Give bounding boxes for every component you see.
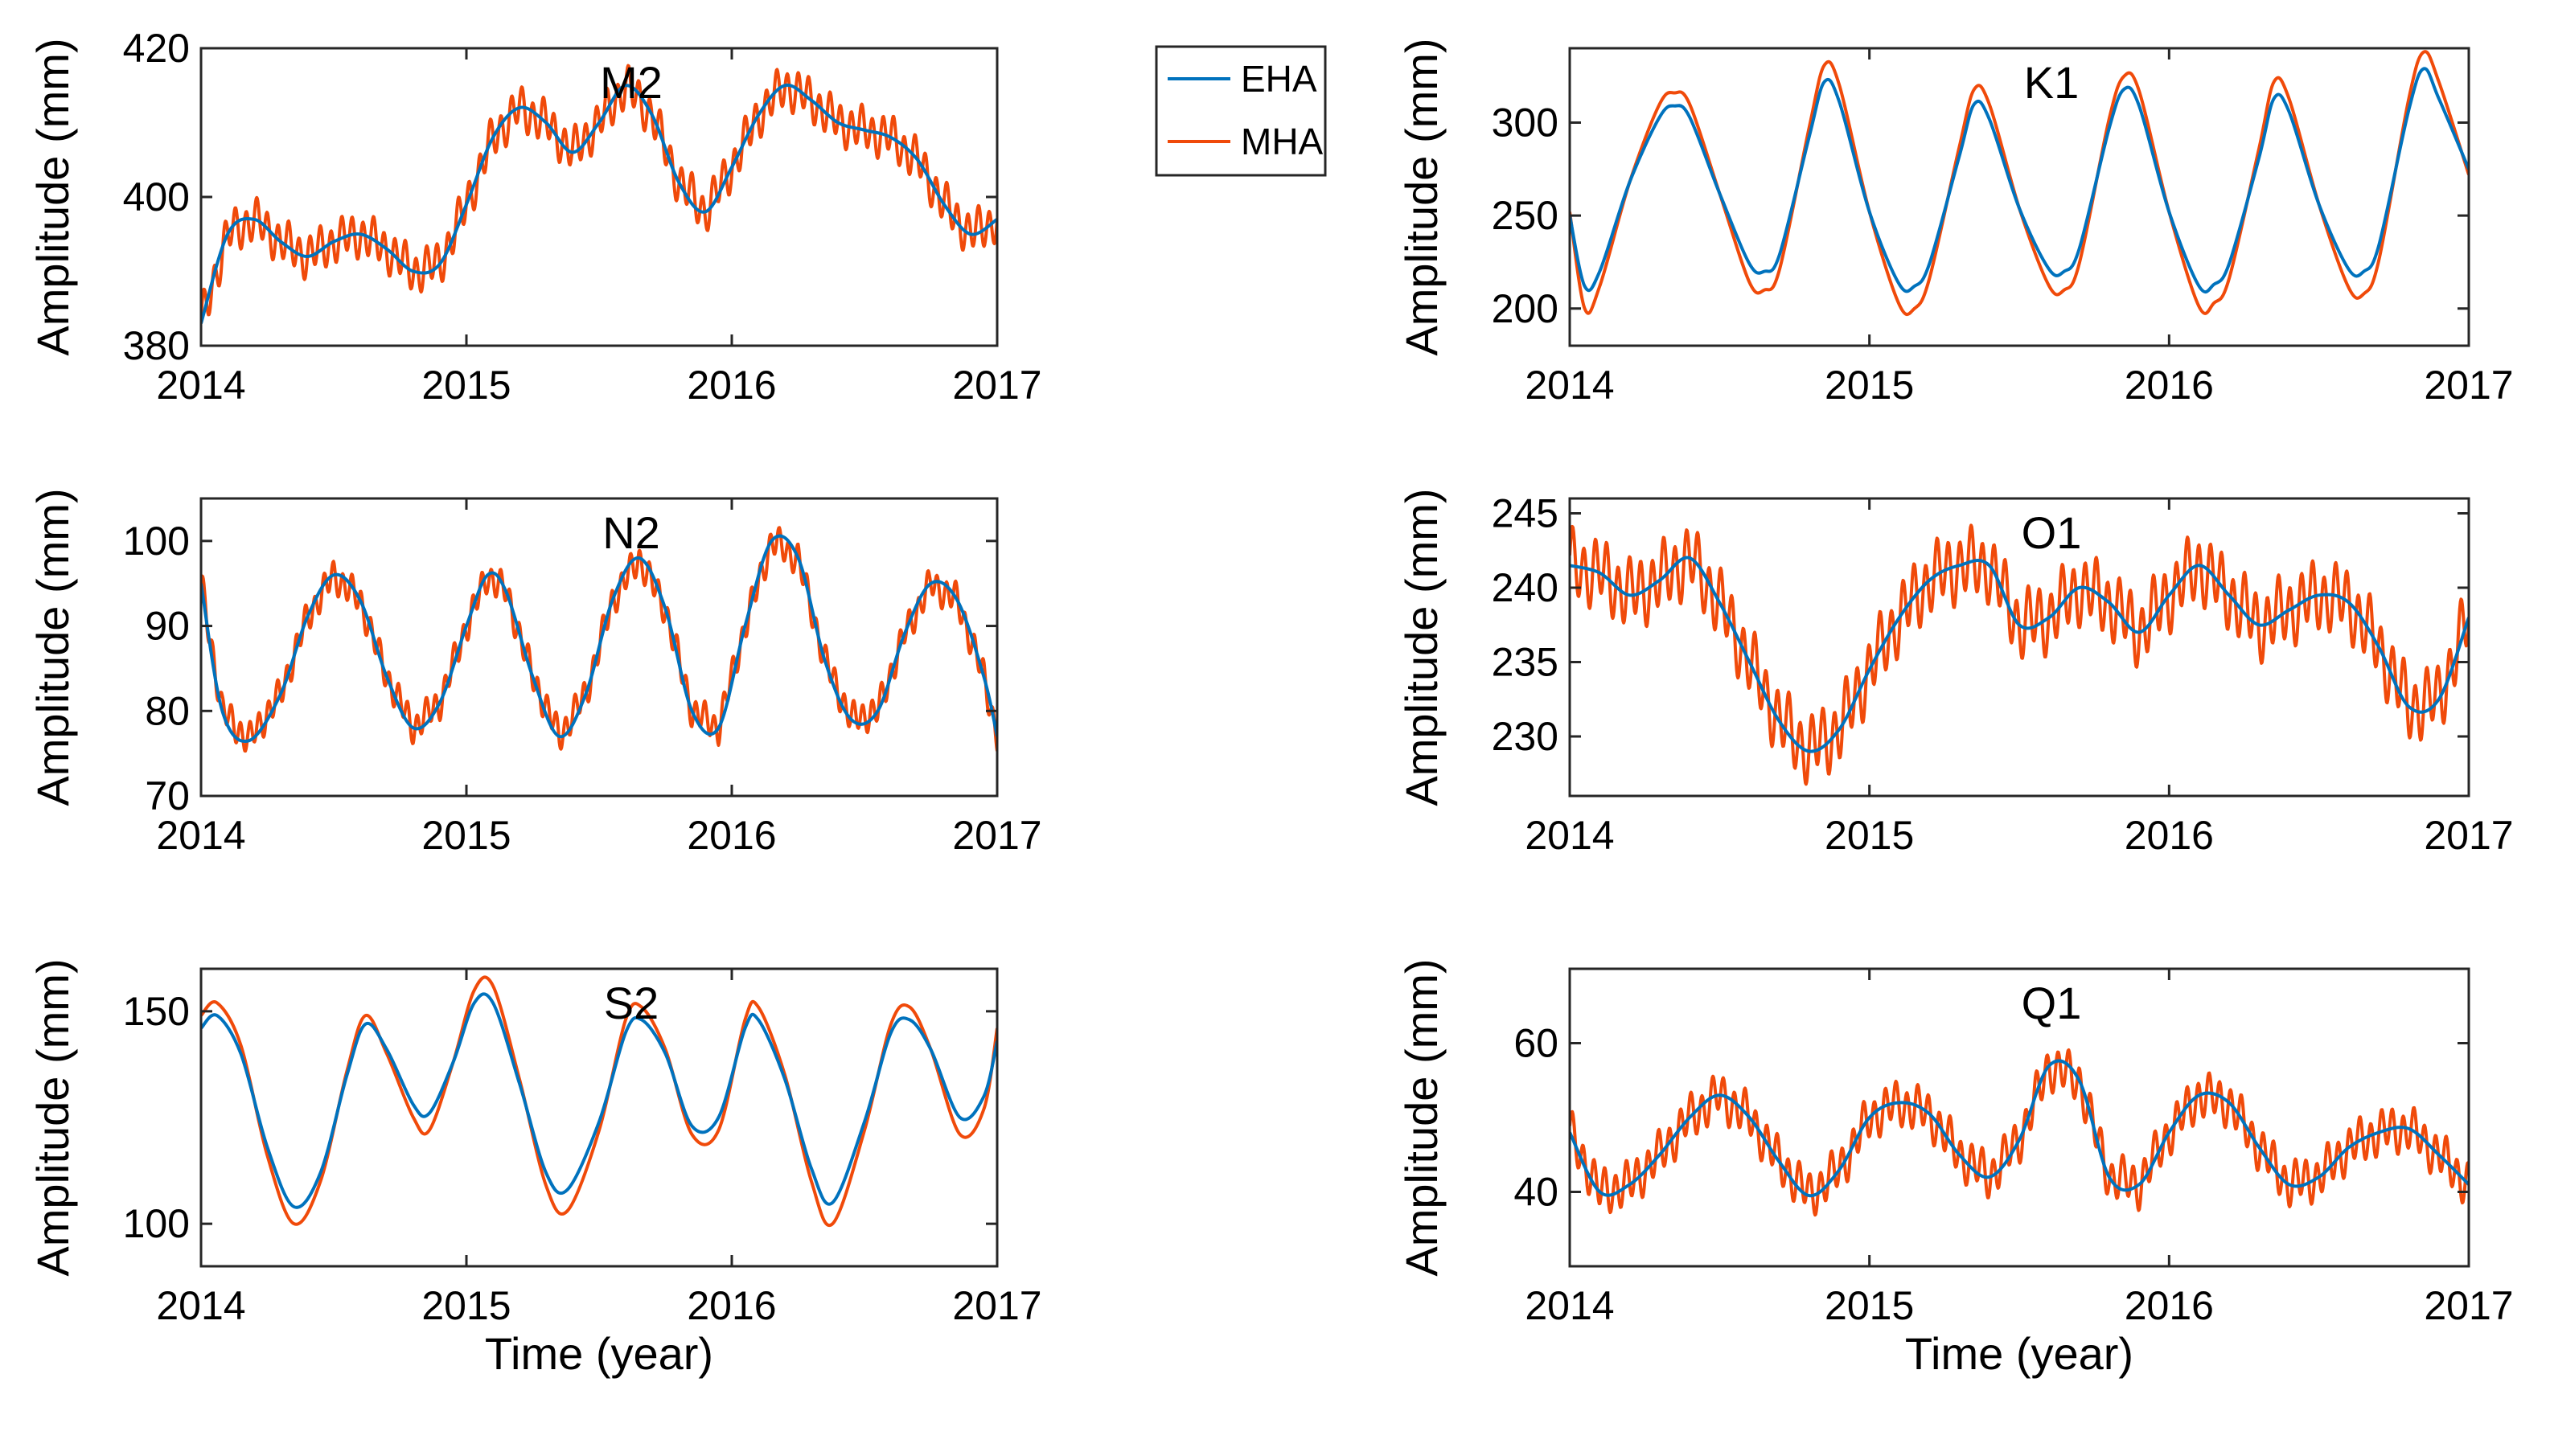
x-tick-label: 2014 bbox=[156, 1283, 245, 1328]
x-tick-label: 2017 bbox=[952, 1283, 1041, 1328]
y-tick-label: 235 bbox=[1492, 640, 1558, 685]
x-axis-label: Time (year) bbox=[1905, 1328, 2133, 1379]
panel-title: K1 bbox=[2024, 57, 2080, 108]
x-tick-label: 2014 bbox=[1525, 813, 1614, 858]
y-tick-label: 240 bbox=[1492, 565, 1558, 610]
series-mha-line bbox=[201, 64, 997, 318]
panel-m2: 2014 2015 2016 2017 380 400 420 M2 Amplitude (mm… bbox=[27, 26, 1042, 408]
x-tick-label: 2017 bbox=[952, 813, 1041, 858]
panel-title: O1 bbox=[2022, 507, 2082, 558]
y-tick-label: 400 bbox=[123, 174, 190, 219]
y-tick-label: 40 bbox=[1513, 1170, 1558, 1215]
series-mha-line bbox=[1570, 50, 2469, 316]
axes-box bbox=[1568, 967, 2470, 1268]
y-axis-label: Amplitude (mm) bbox=[1396, 958, 1447, 1276]
panel-title: M2 bbox=[600, 57, 663, 108]
y-axis-label: Amplitude (mm) bbox=[27, 488, 78, 806]
legend-eha-label: EHA bbox=[1241, 58, 1317, 100]
series-eha-line bbox=[1570, 67, 2469, 294]
y-tick-label: 100 bbox=[123, 1201, 190, 1246]
x-tick-label: 2017 bbox=[2424, 1283, 2513, 1328]
x-tick-label: 2015 bbox=[1825, 363, 1914, 408]
plot-area bbox=[201, 64, 997, 324]
x-tick-label: 2016 bbox=[687, 813, 776, 858]
panel-s2: 2014 2015 2016 2017 100 150 S2 Amplitude (mm) Ti… bbox=[27, 958, 1042, 1379]
panel-title: Q1 bbox=[2022, 978, 2082, 1028]
plot-area bbox=[1570, 1048, 2469, 1217]
panel-k1: 2014 2015 2016 2017 200 250 300 K1 Amplitude (mm… bbox=[1396, 38, 2514, 408]
x-tick-label: 2017 bbox=[2424, 813, 2513, 858]
series-eha-line bbox=[1570, 556, 2469, 753]
series-eha-line bbox=[201, 992, 997, 1209]
plot-area bbox=[1570, 523, 2469, 786]
x-tick-label: 2016 bbox=[687, 1283, 776, 1328]
y-axis-label: Amplitude (mm) bbox=[27, 38, 78, 355]
y-tick-label: 230 bbox=[1492, 714, 1558, 759]
axes-box bbox=[199, 47, 999, 347]
plot-area bbox=[201, 975, 997, 1228]
x-tick-label: 2015 bbox=[1825, 1283, 1914, 1328]
y-tick-label: 100 bbox=[123, 519, 190, 564]
axes-box bbox=[199, 497, 999, 798]
y-tick-label: 70 bbox=[145, 773, 190, 818]
y-tick-label: 420 bbox=[123, 26, 190, 71]
y-tick-label: 245 bbox=[1492, 491, 1558, 536]
x-tick-label: 2016 bbox=[2125, 813, 2214, 858]
panel-title: N2 bbox=[602, 507, 660, 558]
plot-area bbox=[201, 526, 997, 753]
y-axis-label: Amplitude (mm) bbox=[1396, 488, 1447, 806]
x-tick-label: 2017 bbox=[2424, 363, 2513, 408]
x-tick-label: 2014 bbox=[1525, 1283, 1614, 1328]
y-axis-label: Amplitude (mm) bbox=[1396, 38, 1447, 355]
plot-area bbox=[1570, 50, 2469, 316]
y-tick-label: 300 bbox=[1492, 100, 1558, 146]
series-eha-line bbox=[201, 534, 997, 744]
y-tick-label: 250 bbox=[1492, 193, 1558, 238]
x-tick-label: 2015 bbox=[421, 1283, 511, 1328]
panel-n2: 2014 2015 2016 2017 70 80 90 100 N2 Amplitude (mm… bbox=[27, 488, 1042, 858]
x-tick-label: 2015 bbox=[1825, 813, 1914, 858]
x-tick-label: 2016 bbox=[2125, 1283, 2214, 1328]
series-mha-line bbox=[201, 975, 997, 1228]
series-eha-line bbox=[1570, 1059, 2469, 1198]
legend: EHA MHA bbox=[1155, 45, 1327, 177]
x-tick-label: 2014 bbox=[1525, 363, 1614, 408]
series-mha-line bbox=[1570, 1048, 2469, 1217]
x-tick-label: 2014 bbox=[156, 813, 245, 858]
series-eha-line bbox=[201, 83, 997, 324]
axes-box bbox=[199, 967, 999, 1268]
x-tick-label: 2015 bbox=[421, 363, 511, 408]
x-axis-label: Time (year) bbox=[485, 1328, 713, 1379]
y-tick-label: 150 bbox=[123, 989, 190, 1034]
axes-box bbox=[1568, 47, 2470, 347]
x-tick-label: 2017 bbox=[952, 363, 1041, 408]
panel-title: S2 bbox=[604, 978, 659, 1028]
legend-mha-label: MHA bbox=[1241, 121, 1324, 162]
y-tick-label: 90 bbox=[145, 604, 190, 649]
x-tick-label: 2016 bbox=[687, 363, 776, 408]
series-mha-line bbox=[201, 526, 997, 753]
panel-o1: 2014 2015 2016 2017 230 235 240 245 O1 Amplitude … bbox=[1396, 488, 2514, 858]
panel-q1: 2014 2015 2016 2017 40 60 Q1 Amplitude (mm) Time… bbox=[1396, 958, 2514, 1379]
y-tick-label: 80 bbox=[145, 688, 190, 733]
y-axis-label: Amplitude (mm) bbox=[27, 958, 78, 1276]
y-tick-label: 380 bbox=[123, 323, 190, 368]
series-mha-line bbox=[1570, 523, 2469, 786]
x-tick-label: 2015 bbox=[421, 813, 511, 858]
y-tick-label: 200 bbox=[1492, 286, 1558, 331]
legend-box bbox=[1155, 45, 1327, 177]
y-tick-label: 60 bbox=[1513, 1021, 1558, 1066]
x-tick-label: 2016 bbox=[2125, 363, 2214, 408]
x-tick-label: 2014 bbox=[156, 363, 245, 408]
axes-box bbox=[1568, 497, 2470, 798]
